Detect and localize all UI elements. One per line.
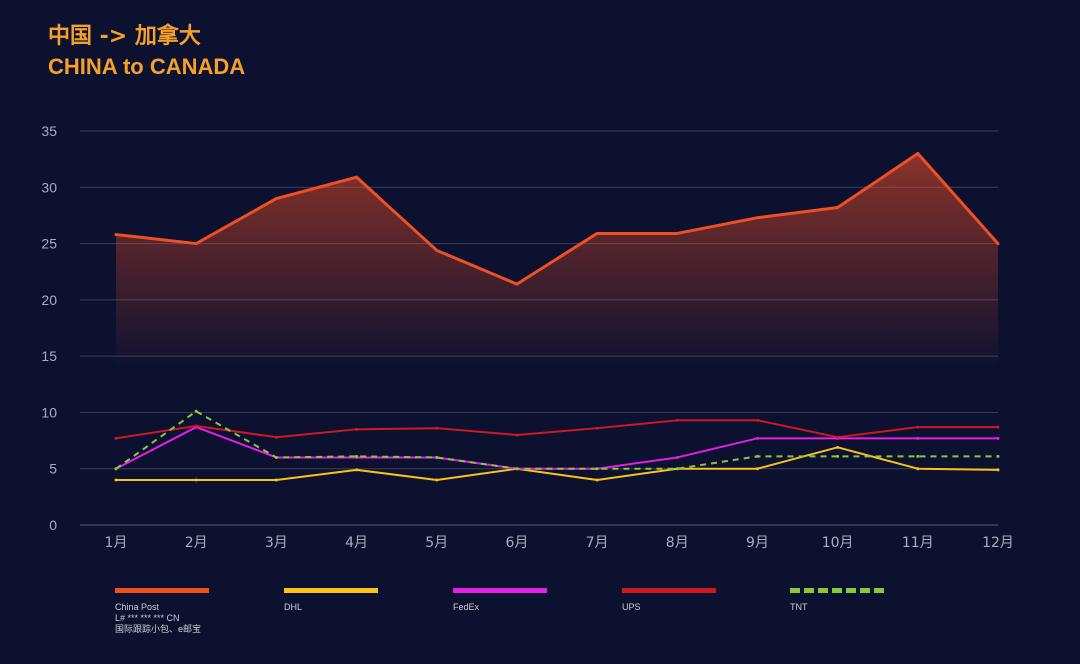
- legend-label-china-post: China Post: [115, 602, 160, 612]
- y-tick-label: 25: [41, 236, 57, 252]
- point-dhl: [595, 478, 599, 482]
- x-tick-label: 5月: [425, 535, 448, 551]
- point-china-post: [996, 242, 1000, 246]
- point-tnt: [515, 467, 519, 471]
- legend-item-ups: UPS: [622, 588, 716, 613]
- y-tick-label: 10: [41, 404, 57, 420]
- point-tnt: [996, 454, 1000, 458]
- point-tnt: [435, 455, 439, 459]
- chart-title: 中国 -> 加拿大 CHINA to CANADA: [48, 22, 245, 82]
- series-line-tnt: [115, 410, 998, 470]
- point-ups: [274, 435, 278, 439]
- legend-sub-tracking-format: L# *** *** *** CN: [115, 613, 180, 623]
- point-tnt: [355, 454, 359, 458]
- y-tick-label: 0: [49, 517, 57, 533]
- title-en: CHINA to CANADA: [48, 54, 246, 79]
- legend-swatch-china-post: [115, 588, 209, 593]
- point-china-post: [355, 175, 359, 179]
- legend-item-tnt: TNT: [790, 588, 884, 613]
- point-dhl: [916, 467, 920, 471]
- legend-swatch-dhl: [284, 588, 378, 593]
- point-ups: [675, 418, 679, 422]
- point-china-post: [675, 231, 679, 235]
- point-china-post: [194, 242, 198, 246]
- point-ups: [194, 424, 198, 428]
- point-tnt: [836, 454, 840, 458]
- legend-label-dhl: DHL: [284, 602, 303, 612]
- series-line-china-post: [115, 152, 1000, 286]
- point-ups: [595, 426, 599, 430]
- point-tnt: [916, 454, 920, 458]
- x-tick-label: 11月: [902, 535, 934, 551]
- y-tick-label: 20: [41, 292, 57, 308]
- point-dhl: [836, 445, 840, 449]
- point-fedex: [916, 436, 920, 440]
- x-tick-label: 8月: [666, 535, 689, 551]
- point-dhl: [755, 467, 759, 471]
- point-china-post: [435, 248, 439, 252]
- point-ups: [755, 418, 759, 422]
- point-china-post: [515, 282, 519, 286]
- legend-label-fedex: FedEx: [453, 602, 480, 612]
- point-fedex: [755, 436, 759, 440]
- point-dhl: [435, 478, 439, 482]
- point-dhl: [355, 468, 359, 472]
- point-china-post: [836, 206, 840, 210]
- y-tick-label: 30: [41, 179, 57, 195]
- x-tick-label: 4月: [345, 535, 368, 551]
- x-tick-label: 9月: [746, 535, 769, 551]
- x-tick-label: 1月: [105, 535, 128, 551]
- axis-layer: 0 5 10 15 20 25 30 35 1月 2月 3月 4月 5月 6月 7月 8月 9月 10月 11月 12…: [41, 123, 1013, 551]
- title-cn: 中国 -> 加拿大: [48, 24, 201, 49]
- legend-label-tnt: TNT: [790, 602, 808, 612]
- point-china-post: [114, 233, 118, 237]
- legend: China Post L# *** *** *** CN 国际跟踪小包、e邮宝 …: [0, 588, 1080, 658]
- legend-label-ups: UPS: [622, 602, 641, 612]
- point-dhl: [274, 478, 278, 482]
- series-layer: [114, 152, 1000, 482]
- legend-item-fedex: FedEx: [453, 588, 547, 613]
- y-tick-label: 35: [41, 123, 57, 139]
- x-tick-label: 6月: [505, 535, 528, 551]
- series-line-ups: [115, 419, 998, 440]
- point-ups: [435, 426, 439, 430]
- point-tnt: [595, 467, 599, 471]
- point-tnt: [755, 454, 759, 458]
- point-dhl: [996, 468, 1000, 472]
- point-fedex: [996, 436, 1000, 440]
- legend-item-china-post: China Post L# *** *** *** CN 国际跟踪小包、e邮宝: [115, 588, 209, 635]
- point-china-post: [595, 231, 599, 235]
- y-tick-label: 5: [49, 461, 57, 477]
- point-china-post: [916, 152, 920, 156]
- legend-swatch-ups: [622, 588, 716, 593]
- point-ups: [515, 433, 519, 437]
- series-line-fedex: [115, 426, 998, 470]
- y-tick-label: 15: [41, 348, 57, 364]
- x-tick-label: 3月: [265, 535, 288, 551]
- point-china-post: [755, 216, 759, 220]
- point-ups: [836, 435, 840, 439]
- point-ups: [996, 425, 1000, 429]
- legend-sub-service-types: 国际跟踪小包、e邮宝: [115, 624, 202, 634]
- point-tnt: [675, 467, 679, 471]
- point-tnt: [274, 455, 278, 459]
- point-dhl: [194, 478, 198, 482]
- legend-item-dhl: DHL: [284, 588, 378, 613]
- point-tnt: [114, 467, 118, 471]
- point-china-post: [274, 197, 278, 201]
- point-ups: [114, 436, 118, 440]
- x-tick-label: 2月: [185, 535, 208, 551]
- x-tick-label: 12月: [982, 535, 1014, 551]
- x-tick-label: 7月: [586, 535, 609, 551]
- point-ups: [916, 425, 920, 429]
- point-dhl: [114, 478, 118, 482]
- legend-swatch-fedex: [453, 588, 547, 593]
- point-ups: [355, 427, 359, 431]
- point-fedex: [675, 455, 679, 459]
- legend-swatch-tnt: [790, 588, 884, 593]
- x-tick-label: 10月: [822, 535, 854, 551]
- point-tnt: [194, 409, 198, 413]
- series-line-dhl: [116, 446, 999, 481]
